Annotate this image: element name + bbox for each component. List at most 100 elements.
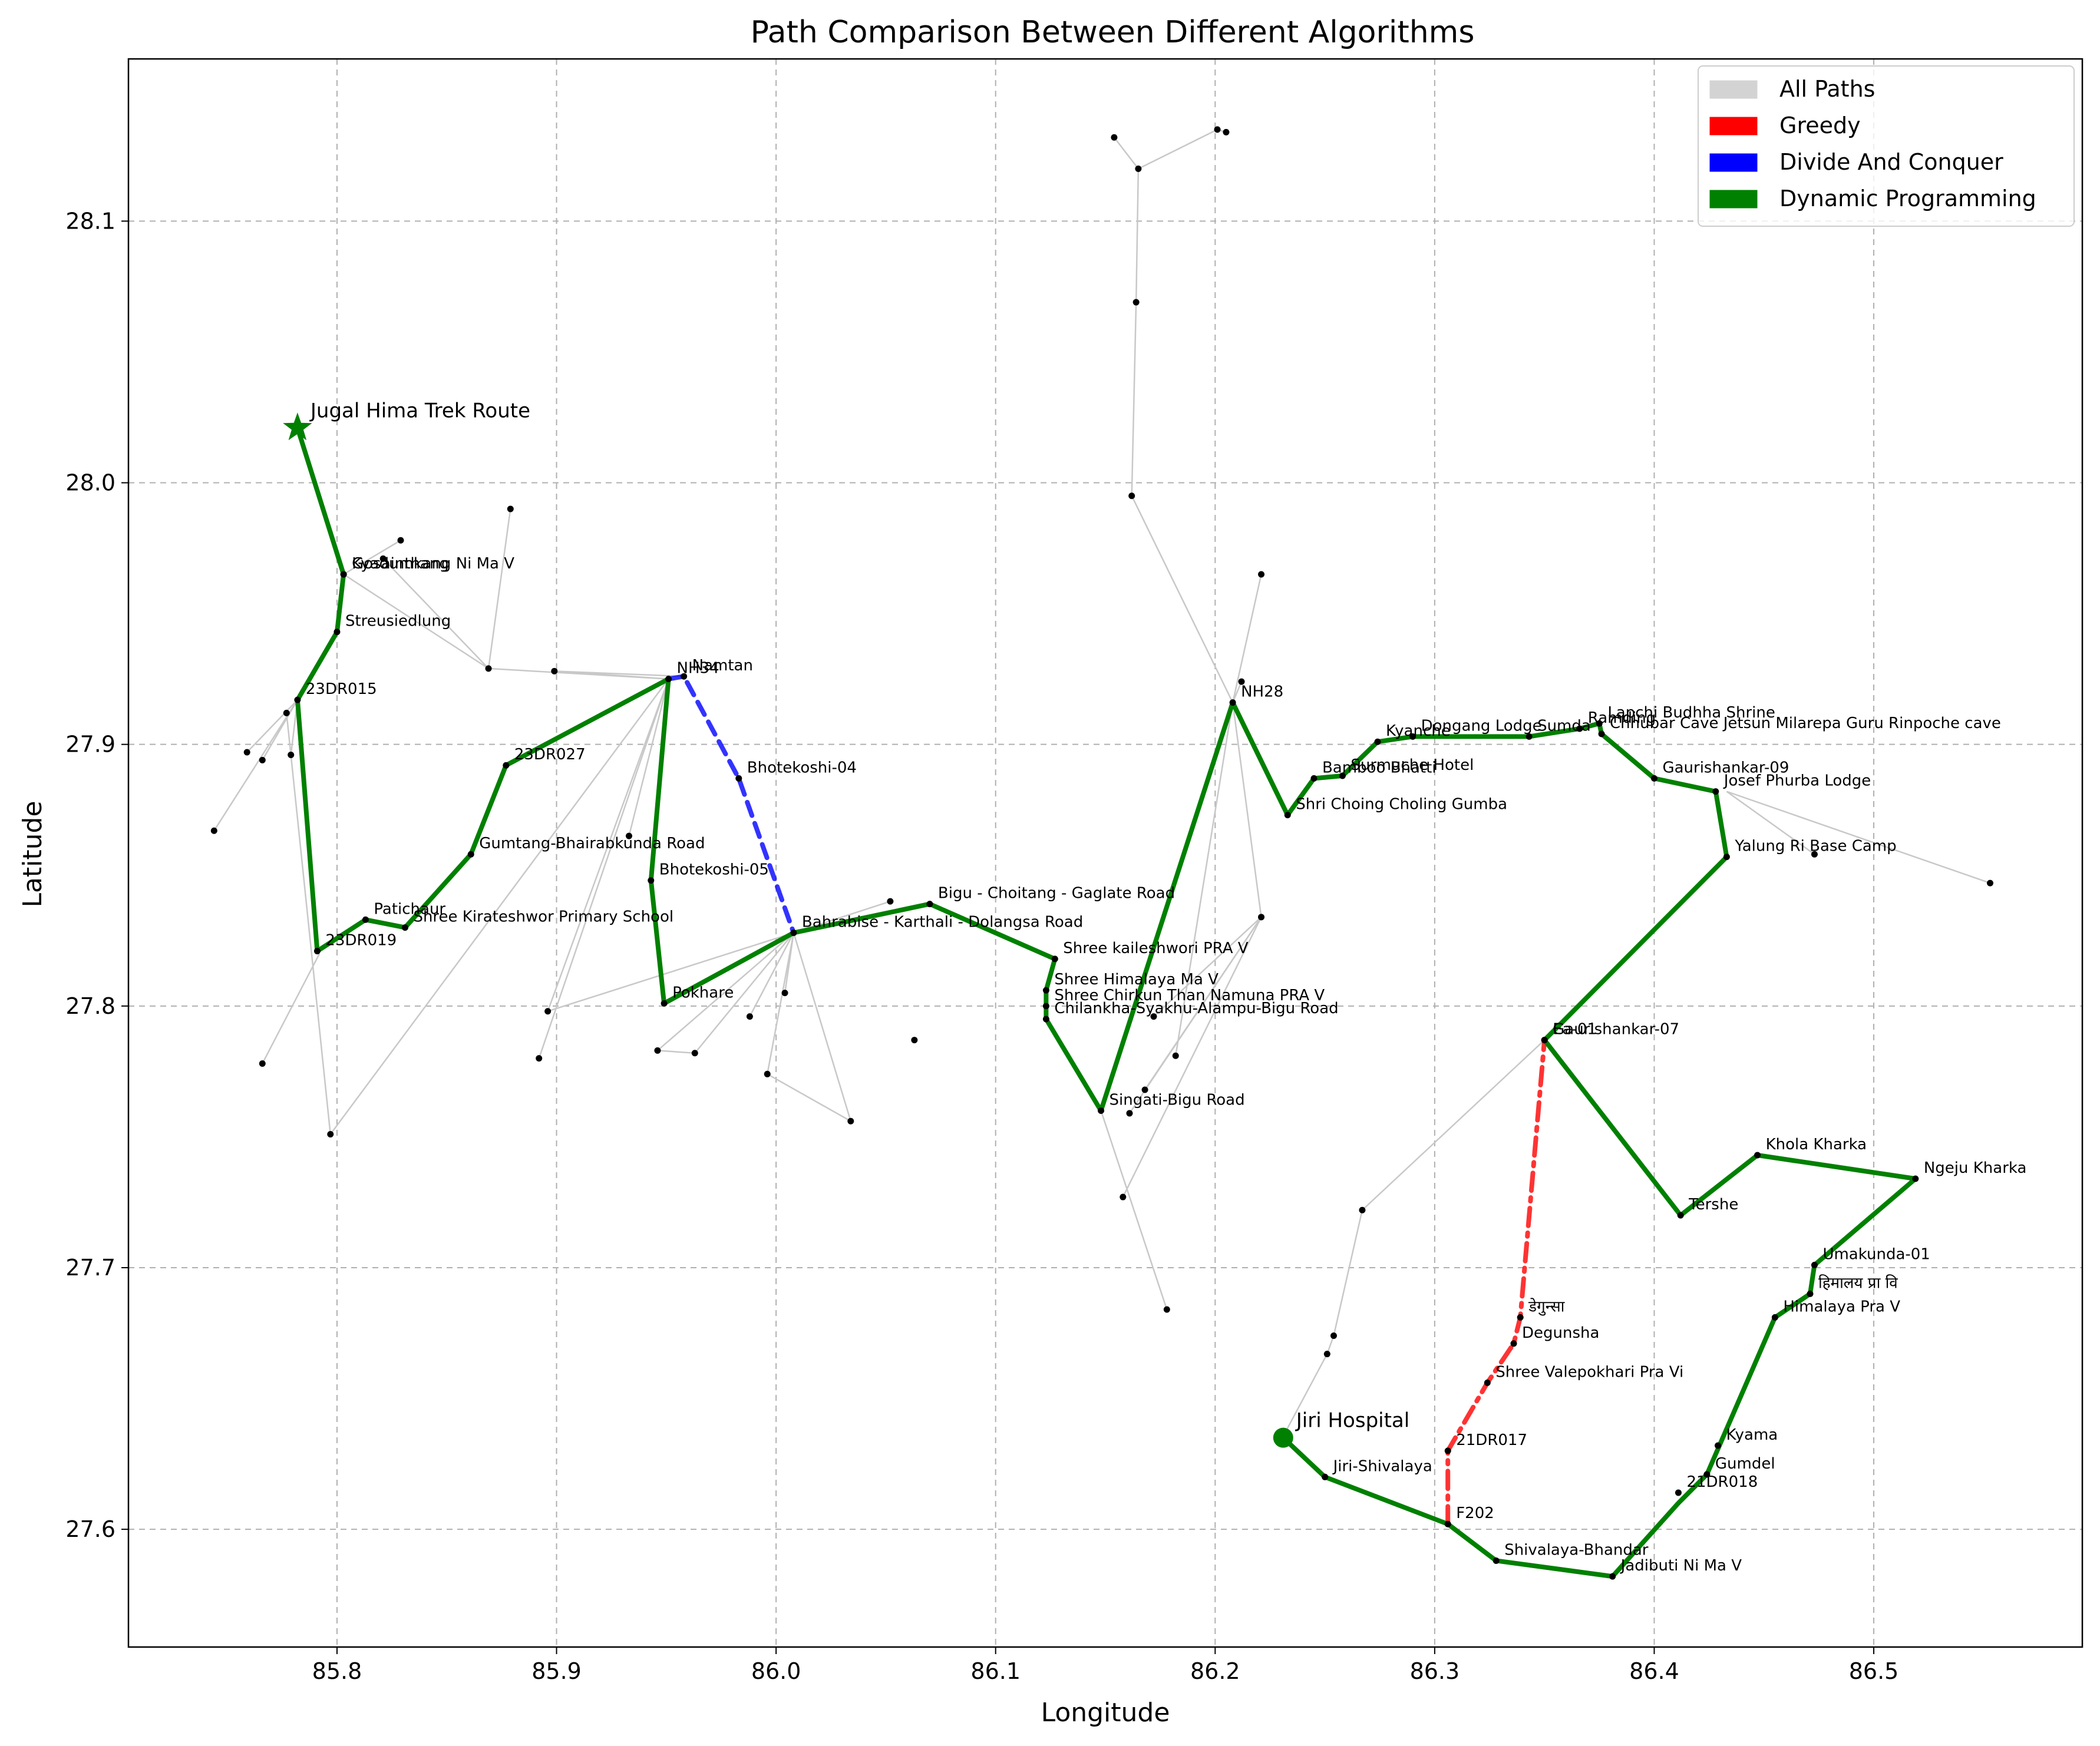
legend-label: Dynamic Programming xyxy=(1779,186,2036,211)
node-point xyxy=(210,827,217,834)
all-paths-edge xyxy=(1231,574,1262,703)
node-label: Gaurishankar-09 xyxy=(1662,759,1789,776)
x-tick-label: 86.3 xyxy=(1410,1658,1460,1684)
node-label: हिमालय प्रा वि xyxy=(1818,1274,1898,1292)
node-point xyxy=(1132,299,1140,306)
node-point xyxy=(1322,1473,1329,1480)
node-label: Yalung Ri Base Camp xyxy=(1734,838,1896,855)
x-axis-label: Longitude xyxy=(1041,1698,1170,1728)
node-label: Bamboo Bhatti xyxy=(1322,759,1437,776)
node-label: Bigu - Choitang - Gaglate Road xyxy=(938,885,1175,902)
node-point xyxy=(362,916,369,923)
background-edges xyxy=(213,128,1990,1441)
node-label: Umakunda-01 xyxy=(1822,1246,1930,1264)
node-label: Shivalaya-Bhandar xyxy=(1504,1541,1649,1559)
node-point xyxy=(1409,733,1416,740)
node-label: Bhotekoshi-05 xyxy=(659,861,769,879)
all-paths-edge xyxy=(213,699,298,831)
chart-title: Path Comparison Between Different Algori… xyxy=(751,15,1475,50)
node-point xyxy=(1677,1212,1684,1219)
node-point xyxy=(1912,1175,1919,1182)
all-paths-edge xyxy=(1333,1209,1363,1336)
all-paths-edge xyxy=(554,670,669,680)
all-paths-edge xyxy=(657,1050,695,1054)
node-label: Ea-01 xyxy=(1553,1021,1597,1039)
node-point xyxy=(1493,1557,1500,1564)
all-paths-edge xyxy=(1362,1039,1546,1211)
node-point xyxy=(1526,733,1533,740)
all-paths-edge xyxy=(1100,1110,1168,1310)
node-point xyxy=(1098,1107,1105,1114)
node-label: 23DR027 xyxy=(514,746,586,763)
all-paths-edge xyxy=(1174,702,1234,1056)
node-point xyxy=(1754,1152,1761,1159)
legend-label: Greedy xyxy=(1779,113,1861,138)
node-point xyxy=(654,1047,661,1054)
node-label: Dongang Lodge xyxy=(1421,717,1542,735)
node-point xyxy=(503,762,510,769)
node-points xyxy=(210,126,1994,1580)
node-point xyxy=(1258,914,1265,921)
node-point xyxy=(327,1130,334,1137)
node-point xyxy=(1223,128,1230,135)
node-point xyxy=(1258,571,1265,578)
x-tick-label: 86.2 xyxy=(1190,1658,1240,1684)
node-point xyxy=(397,537,404,544)
node-point xyxy=(1715,1442,1722,1449)
legend-label: Divide And Conquer xyxy=(1779,149,2003,175)
node-point xyxy=(288,751,295,758)
node-point xyxy=(1541,1037,1548,1044)
y-tick-label: 28.0 xyxy=(65,470,115,496)
node-label: F202 xyxy=(1456,1504,1494,1522)
node-point xyxy=(1310,775,1318,782)
node-label: Tershe xyxy=(1688,1196,1738,1213)
y-axis-ticks: 27.6 27.7 27.8 27.9 28.0 28.1 xyxy=(65,208,128,1542)
all-paths-edge xyxy=(749,932,795,1017)
node-label: 23DR015 xyxy=(306,680,377,698)
node-point xyxy=(746,1013,753,1020)
node-label: NH28 xyxy=(1241,683,1283,701)
node-label: Shree Valepokhari Pra Vi xyxy=(1495,1363,1683,1381)
node-label: Namtan xyxy=(692,657,753,674)
all-paths-edge xyxy=(784,932,795,993)
node-point xyxy=(1330,1332,1337,1339)
node-point xyxy=(1771,1314,1778,1321)
node-point xyxy=(1807,1290,1814,1297)
node-point xyxy=(1111,134,1118,141)
node-point xyxy=(1229,699,1236,706)
node-point xyxy=(847,1117,854,1125)
start-marker xyxy=(1273,1427,1293,1448)
start-label: Jiri Hospital xyxy=(1295,1409,1409,1433)
node-point xyxy=(401,924,408,931)
all-paths-edge xyxy=(1131,302,1137,496)
node-point xyxy=(1723,854,1730,861)
node-label: Bahrabise - Karthali - Dolangsa Road xyxy=(802,913,1083,931)
node-point xyxy=(294,696,301,703)
legend-box xyxy=(1698,65,2075,227)
node-point xyxy=(1374,738,1381,745)
end-marker-star xyxy=(283,412,312,441)
all-paths-edge xyxy=(343,540,401,576)
all-paths-edge xyxy=(246,699,298,753)
all-paths-edge xyxy=(1113,137,1139,170)
node-point xyxy=(1150,1013,1157,1020)
legend-swatch xyxy=(1709,117,1758,135)
all-paths-edge xyxy=(1726,791,1815,855)
node-point xyxy=(1120,1193,1127,1201)
node-point xyxy=(485,665,492,672)
node-label: Shree Kirateshwor Primary School xyxy=(413,908,673,926)
node-point xyxy=(781,990,788,997)
y-tick-label: 28.1 xyxy=(65,208,115,234)
node-point xyxy=(1042,1016,1049,1023)
all-paths-edge xyxy=(1135,168,1140,303)
all-paths-edge xyxy=(1726,791,1990,884)
y-tick-label: 27.8 xyxy=(65,993,115,1019)
node-point xyxy=(259,1060,266,1067)
node-label: 21DR017 xyxy=(1456,1431,1527,1449)
node-point xyxy=(1598,730,1605,738)
node-point xyxy=(1051,955,1058,963)
legend-swatch xyxy=(1709,190,1758,209)
node-label: Shree Chirkun Than Namuna PRA V xyxy=(1054,987,1325,1004)
node-point xyxy=(243,749,250,756)
all-paths-edge xyxy=(1138,128,1218,170)
